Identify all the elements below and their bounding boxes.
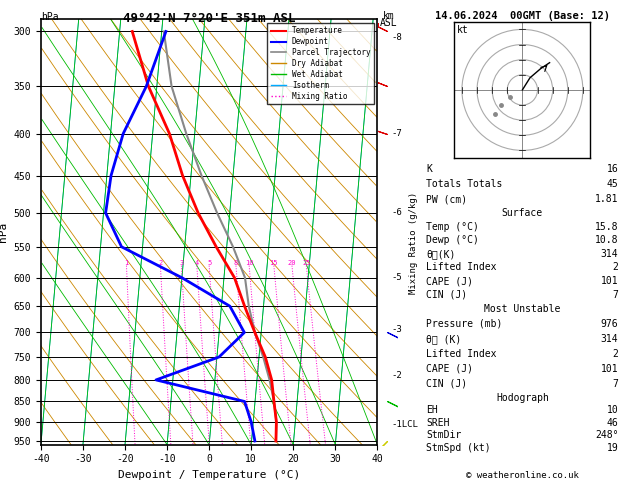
Text: -6: -6	[392, 208, 403, 217]
Text: -3: -3	[392, 326, 403, 334]
Text: θᴇ(K): θᴇ(K)	[426, 249, 455, 259]
Text: 2: 2	[613, 349, 618, 359]
Text: 49°42'N 7°20'E 351m ASL: 49°42'N 7°20'E 351m ASL	[123, 12, 296, 25]
Text: 248°: 248°	[595, 431, 618, 440]
Text: Hodograph: Hodograph	[496, 393, 549, 402]
Text: 19: 19	[607, 443, 618, 453]
Text: 3: 3	[179, 260, 184, 266]
Legend: Temperature, Dewpoint, Parcel Trajectory, Dry Adiabat, Wet Adiabat, Isotherm, Mi: Temperature, Dewpoint, Parcel Trajectory…	[267, 23, 374, 104]
Text: Lifted Index: Lifted Index	[426, 262, 497, 273]
Text: -2: -2	[392, 371, 403, 380]
Text: CIN (J): CIN (J)	[426, 379, 467, 389]
Text: -1LCL: -1LCL	[392, 420, 419, 430]
Text: Most Unstable: Most Unstable	[484, 304, 560, 314]
Text: km: km	[383, 11, 394, 21]
Text: 1: 1	[125, 260, 128, 266]
Text: StmDir: StmDir	[426, 431, 462, 440]
Text: 10: 10	[607, 405, 618, 415]
Text: 46: 46	[607, 418, 618, 428]
Text: SREH: SREH	[426, 418, 450, 428]
Text: 101: 101	[601, 276, 618, 286]
Text: 976: 976	[601, 319, 618, 329]
Text: 8: 8	[234, 260, 238, 266]
Text: 16: 16	[607, 164, 618, 174]
Text: 2: 2	[613, 262, 618, 273]
Y-axis label: hPa: hPa	[0, 222, 8, 242]
Text: Dewp (°C): Dewp (°C)	[426, 235, 479, 245]
Text: 4: 4	[195, 260, 199, 266]
Text: CAPE (J): CAPE (J)	[426, 276, 473, 286]
Text: StmSpd (kt): StmSpd (kt)	[426, 443, 491, 453]
Text: -5: -5	[392, 273, 403, 282]
Text: CIN (J): CIN (J)	[426, 290, 467, 299]
Text: ASL: ASL	[380, 18, 398, 29]
Text: 15.8: 15.8	[595, 222, 618, 232]
Text: 20: 20	[287, 260, 296, 266]
Text: 5: 5	[207, 260, 211, 266]
Text: 10: 10	[245, 260, 253, 266]
Text: Pressure (mb): Pressure (mb)	[426, 319, 503, 329]
Text: Surface: Surface	[502, 208, 543, 218]
Text: 314: 314	[601, 334, 618, 344]
Text: Lifted Index: Lifted Index	[426, 349, 497, 359]
Text: 314: 314	[601, 249, 618, 259]
Text: kt: kt	[457, 25, 469, 35]
Text: hPa: hPa	[41, 12, 58, 22]
Text: Mixing Ratio (g/kg): Mixing Ratio (g/kg)	[409, 192, 418, 294]
Text: -7: -7	[392, 129, 403, 138]
X-axis label: Dewpoint / Temperature (°C): Dewpoint / Temperature (°C)	[118, 470, 300, 480]
Text: 1.81: 1.81	[595, 194, 618, 204]
Text: 45: 45	[607, 179, 618, 189]
Text: EH: EH	[426, 405, 438, 415]
Text: PW (cm): PW (cm)	[426, 194, 467, 204]
Text: -8: -8	[392, 33, 403, 42]
Text: 10.8: 10.8	[595, 235, 618, 245]
Text: Totals Totals: Totals Totals	[426, 179, 503, 189]
Text: Temp (°C): Temp (°C)	[426, 222, 479, 232]
Text: 25: 25	[302, 260, 311, 266]
Text: 2: 2	[159, 260, 162, 266]
Text: 7: 7	[613, 290, 618, 299]
Text: θᴇ (K): θᴇ (K)	[426, 334, 462, 344]
Text: 101: 101	[601, 364, 618, 374]
Text: 7: 7	[613, 379, 618, 389]
Text: 14.06.2024  00GMT (Base: 12): 14.06.2024 00GMT (Base: 12)	[435, 11, 610, 21]
Text: CAPE (J): CAPE (J)	[426, 364, 473, 374]
Text: K: K	[426, 164, 432, 174]
Text: © weatheronline.co.uk: © weatheronline.co.uk	[466, 471, 579, 480]
Text: 15: 15	[270, 260, 278, 266]
